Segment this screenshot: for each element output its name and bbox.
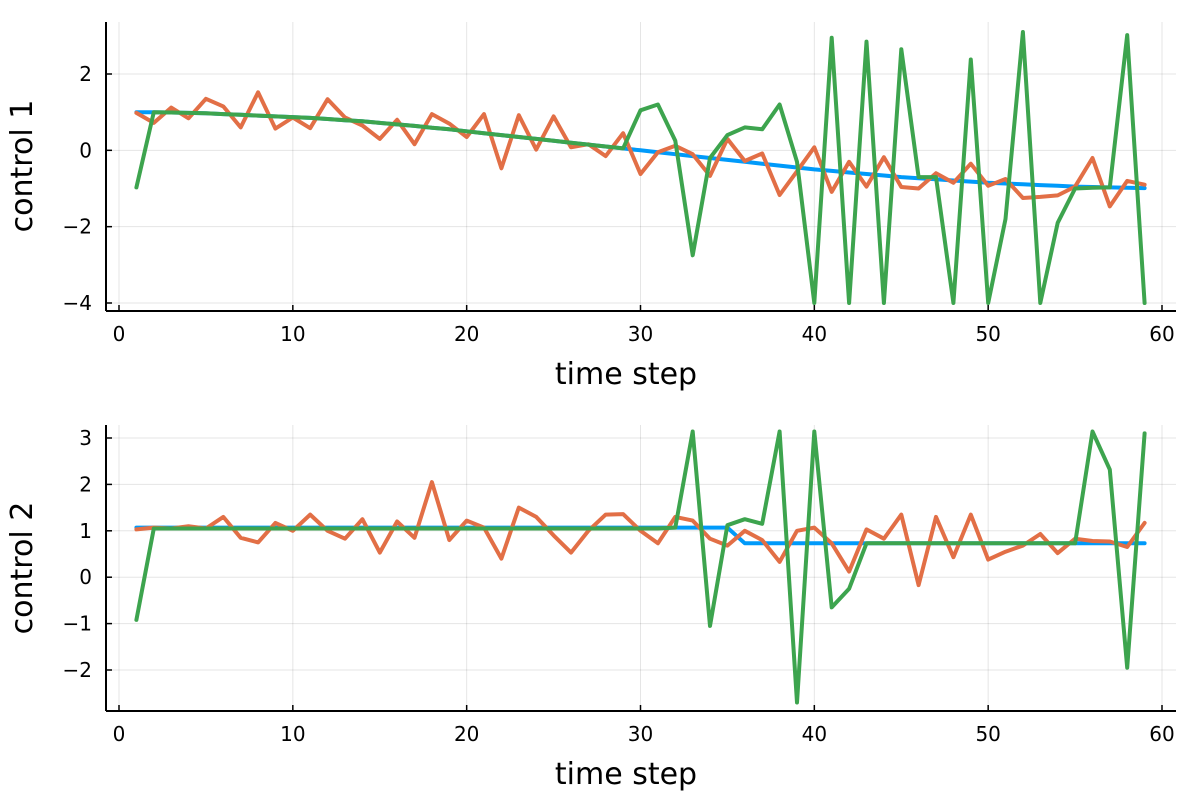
y-tick-label: −1 <box>63 612 92 636</box>
x-tick-label: 40 <box>802 322 827 346</box>
x-tick-label: 0 <box>113 322 126 346</box>
series-group <box>134 429 1147 705</box>
y-tick-label: 2 <box>79 62 92 86</box>
x-axis-label: time step <box>555 757 697 792</box>
x-tick-label: 40 <box>802 722 827 746</box>
x-tick-label: 50 <box>975 722 1000 746</box>
series-line-3 <box>134 429 1147 705</box>
x-tick-label: 30 <box>628 722 653 746</box>
series-line-2 <box>134 90 1147 209</box>
x-tick-label: 30 <box>628 322 653 346</box>
y-tick-label: −4 <box>63 291 92 315</box>
x-tick-label: 20 <box>454 722 479 746</box>
y-tick-label: 3 <box>79 426 92 450</box>
x-axis-label: time step <box>555 357 697 392</box>
y-tick-label: 0 <box>79 138 92 162</box>
series-group <box>134 30 1147 305</box>
y-tick-label: 2 <box>79 472 92 496</box>
x-tick-label: 20 <box>454 322 479 346</box>
x-tick-label: 60 <box>1149 322 1174 346</box>
x-tick-label: 50 <box>975 322 1000 346</box>
y-tick-label: −2 <box>63 658 92 682</box>
series-line-2 <box>134 480 1147 588</box>
x-tick-label: 0 <box>113 722 126 746</box>
y-tick-label: 1 <box>79 519 92 543</box>
y-axis-label: control 1 <box>5 100 40 233</box>
x-tick-label: 60 <box>1149 722 1174 746</box>
subplot-control-1: 0 10 20 30 40 50 60 −4 −2 0 2 time step control 1 <box>5 22 1176 392</box>
y-tick-label: 0 <box>79 565 92 589</box>
series-line-3 <box>134 30 1147 305</box>
x-tick-label: 10 <box>280 322 305 346</box>
subplot-control-2: 0 10 20 30 40 50 60 −2 −1 0 1 2 3 time step control 2 <box>5 425 1176 792</box>
y-tick-label: −2 <box>63 215 92 239</box>
x-tick-label: 10 <box>280 722 305 746</box>
y-axis-label: control 2 <box>5 502 40 635</box>
